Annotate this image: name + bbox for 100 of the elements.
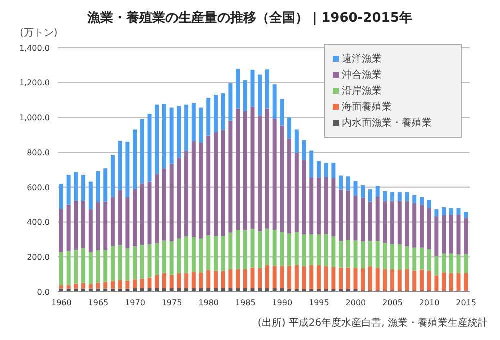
bar (104, 168, 108, 202)
bar (310, 234, 314, 266)
bar (177, 238, 182, 274)
bar (243, 80, 248, 112)
legend-label: 内水面漁業・養殖業 (342, 116, 432, 130)
y-tick-label: 200.0 (27, 252, 50, 262)
bar (272, 84, 277, 119)
y-tick-label: 800.0 (27, 148, 50, 158)
bar (376, 186, 380, 198)
bar (442, 215, 446, 254)
bar (368, 202, 372, 242)
bar (236, 230, 240, 270)
bar (302, 266, 306, 290)
bar (214, 271, 218, 289)
bar (228, 270, 233, 289)
bar (170, 241, 174, 276)
x-tick-label: 2010 (419, 298, 440, 308)
bar (288, 234, 292, 266)
bar (310, 178, 314, 234)
bar (88, 182, 93, 210)
x-tick-label: 1985 (235, 298, 256, 308)
bar (383, 201, 388, 244)
x-tick-label: 2000 (346, 298, 366, 308)
bar (339, 176, 344, 190)
bar (434, 276, 439, 291)
bar (339, 190, 344, 242)
bar (74, 200, 78, 250)
bar (221, 271, 226, 289)
y-tick-label: 400.0 (27, 218, 50, 228)
bar (324, 266, 328, 290)
bar (427, 200, 432, 208)
bar (412, 195, 417, 204)
bar (339, 241, 344, 268)
bar (383, 270, 388, 291)
bar (354, 181, 358, 196)
bar (361, 268, 366, 291)
bar (192, 141, 196, 238)
bar (265, 228, 270, 266)
bar (133, 280, 138, 289)
bar (118, 190, 122, 246)
bar (398, 192, 402, 202)
bar (332, 236, 336, 268)
bar (110, 155, 115, 198)
bar (316, 266, 321, 290)
bar (236, 108, 240, 230)
bar (126, 142, 130, 198)
bar (170, 108, 174, 164)
bar (66, 175, 71, 205)
bar (464, 212, 468, 218)
bar (74, 250, 78, 284)
bar (339, 268, 344, 290)
bar (464, 218, 468, 254)
bar (133, 130, 138, 190)
bar (126, 198, 130, 249)
legend-label: 沿岸漁業 (342, 84, 382, 98)
bar (177, 106, 182, 158)
bar (74, 284, 78, 289)
bar (206, 236, 211, 270)
bar (390, 244, 395, 270)
bar (250, 70, 255, 108)
bar (214, 236, 218, 272)
bar (206, 270, 211, 289)
bar (412, 203, 417, 248)
bar (74, 172, 78, 201)
bar (456, 208, 461, 215)
bar (420, 248, 424, 270)
bar (376, 268, 380, 291)
x-tick-label: 2005 (382, 298, 403, 308)
bar (427, 249, 432, 272)
bar (464, 273, 468, 291)
bar (126, 280, 130, 289)
bar (420, 205, 424, 248)
bar (427, 208, 432, 250)
bar (88, 284, 93, 289)
bar (236, 270, 240, 289)
bar (316, 178, 321, 234)
bar (258, 74, 262, 116)
bar (133, 246, 138, 280)
bar (110, 197, 115, 246)
bar (206, 98, 211, 136)
bar (214, 132, 218, 236)
bar (140, 245, 144, 279)
bar (354, 196, 358, 241)
bar (82, 175, 86, 202)
bar (383, 191, 388, 202)
bar (354, 240, 358, 268)
bar (140, 278, 144, 289)
bar (192, 103, 196, 142)
bar (258, 232, 262, 268)
bar (405, 192, 410, 202)
x-tick-label: 1965 (88, 298, 109, 308)
bar (390, 270, 395, 291)
bar (162, 240, 166, 274)
bar (59, 285, 64, 289)
bar (206, 136, 211, 236)
bar (66, 204, 71, 252)
y-tick-label: 0.0 (37, 288, 50, 297)
bar (265, 70, 270, 109)
y-tick-label: 1,200.0 (19, 78, 50, 88)
bar (148, 114, 152, 182)
